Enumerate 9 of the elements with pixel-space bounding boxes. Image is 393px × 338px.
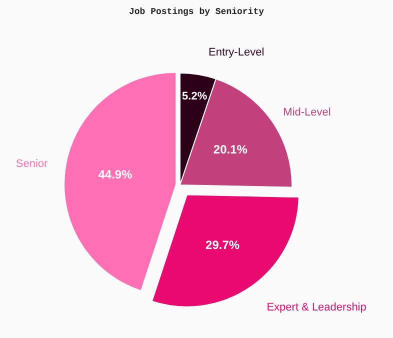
data-label: 29.7%: [206, 238, 240, 252]
slice-label: Senior: [16, 158, 48, 170]
data-label: 20.1%: [213, 142, 248, 157]
slice-label: Mid-Level: [283, 106, 331, 119]
chart-title: Job Postings by Seniority: [128, 7, 265, 17]
data-label: 44.9%: [98, 168, 133, 182]
slice-label: Expert & Leadership: [266, 301, 366, 314]
slice-label: Entry-Level: [208, 46, 264, 59]
data-label: 5.2%: [182, 90, 208, 103]
